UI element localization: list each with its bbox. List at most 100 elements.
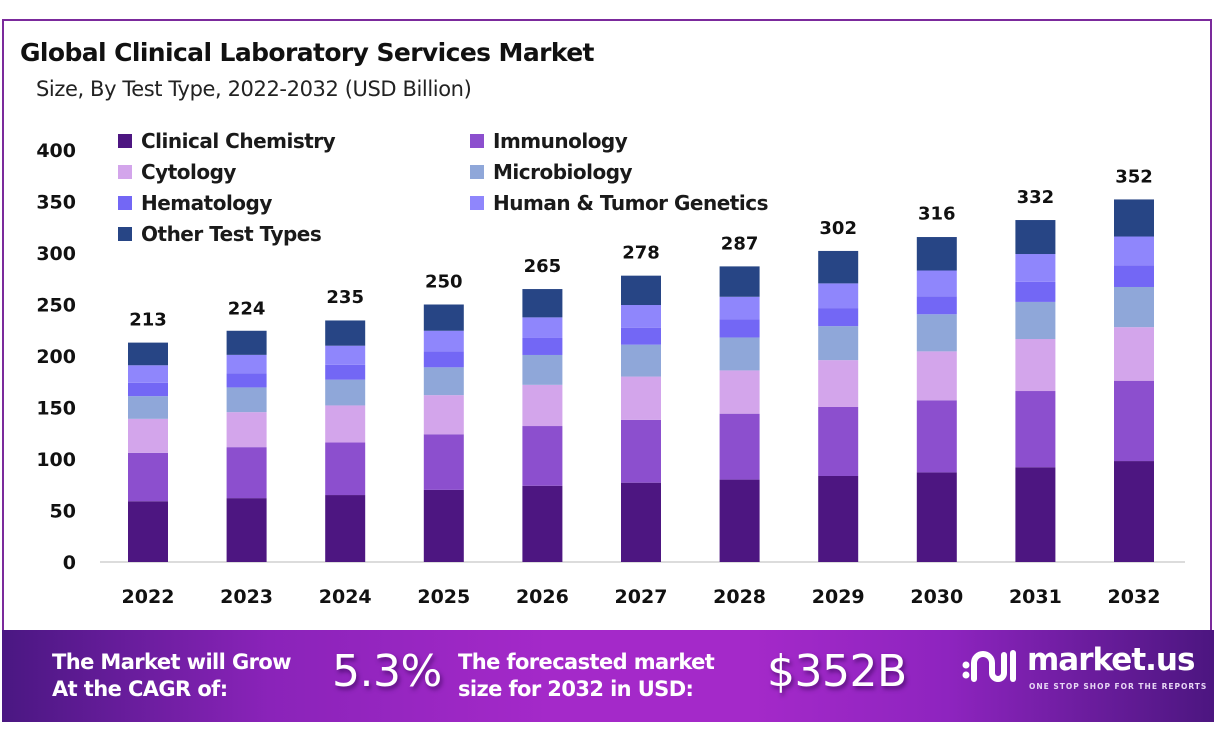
legend-swatch	[118, 133, 132, 148]
x-tick-label: 2028	[713, 586, 766, 608]
total-label: 265	[524, 256, 562, 277]
legend-label: Other Test Types	[141, 221, 322, 246]
bar-segment-clinical-chemistry	[916, 472, 957, 562]
bar-segment-human-tumor-genetics	[719, 296, 760, 320]
bar-segment-hematology	[818, 308, 859, 327]
bar-stack-2028	[719, 266, 760, 562]
total-label: 213	[129, 310, 167, 331]
legend-label: Immunology	[493, 128, 628, 153]
bar-segment-other-test-types	[818, 250, 859, 284]
x-tick-label: 2031	[1009, 586, 1062, 608]
y-tick-label: 400	[36, 140, 76, 162]
bar-segment-immunology	[818, 406, 859, 476]
bar-segment-immunology	[1114, 380, 1154, 462]
forecast-value: $352B	[767, 646, 907, 697]
bar-segment-human-tumor-genetics	[1114, 236, 1154, 266]
brand-tagline: ONE STOP SHOP FOR THE REPORTS	[1029, 682, 1208, 691]
bar-segment-human-tumor-genetics	[522, 317, 563, 338]
x-tick-label: 2026	[516, 586, 569, 608]
bar-segment-cytology	[916, 351, 957, 401]
bar-segment-other-test-types	[916, 237, 957, 271]
bar-segment-human-tumor-genetics	[621, 305, 661, 328]
bar-segment-clinical-chemistry	[621, 482, 661, 562]
bar-segment-hematology	[128, 382, 168, 397]
bar-segment-microbiology	[719, 337, 760, 371]
cagr-value: 5.3%	[332, 646, 442, 697]
legend-swatch	[470, 195, 484, 210]
bar-segment-clinical-chemistry	[522, 485, 563, 562]
bar-segment-microbiology	[1114, 286, 1154, 328]
legend-item-human-tumor-genetics: Human & Tumor Genetics	[470, 190, 800, 215]
legend-label: Cytology	[141, 159, 236, 184]
cagr-label-line2: At the CAGR of:	[52, 677, 228, 701]
bar-segment-human-tumor-genetics	[1015, 254, 1056, 282]
bar-segment-clinical-chemistry	[423, 489, 464, 562]
bar-segment-immunology	[522, 426, 563, 486]
bar-stack-2026	[522, 289, 563, 562]
bar-stack-2030	[916, 237, 957, 562]
bar-segment-microbiology	[423, 367, 464, 396]
bar-segment-hematology	[522, 337, 563, 355]
bar-segment-clinical-chemistry	[818, 475, 859, 562]
bar-segment-hematology	[916, 296, 957, 315]
legend-label: Hematology	[141, 190, 272, 215]
bar-segment-clinical-chemistry	[226, 498, 267, 562]
bar-segment-microbiology	[1015, 301, 1056, 340]
legend-item-clinical-chemistry: Clinical Chemistry	[118, 128, 470, 153]
bar-segment-other-test-types	[719, 266, 760, 297]
chart-title: Global Clinical Laboratory Services Mark…	[20, 38, 595, 67]
bar-segment-hematology	[423, 351, 464, 368]
brand-name: market.us	[1027, 642, 1195, 678]
bar-segment-hematology	[719, 319, 760, 338]
bar-segment-cytology	[325, 405, 366, 443]
bar-segment-cytology	[818, 360, 859, 407]
bar-segment-clinical-chemistry	[128, 501, 168, 562]
bar-segment-immunology	[621, 419, 661, 483]
legend-label: Clinical Chemistry	[141, 128, 336, 153]
total-label: 278	[622, 243, 660, 264]
bar-segment-other-test-types	[128, 342, 168, 366]
total-label: 316	[918, 204, 956, 225]
bar-segment-human-tumor-genetics	[818, 283, 859, 309]
cagr-label-line1: The Market will Grow	[52, 650, 292, 674]
bar-segment-immunology	[423, 434, 464, 490]
legend-swatch	[470, 133, 484, 148]
x-tick-label: 2022	[122, 586, 175, 608]
bar-stack-2027	[621, 275, 661, 562]
y-tick-label: 0	[63, 552, 76, 574]
bar-stack-2023	[226, 330, 267, 562]
bar-stack-2022	[128, 342, 168, 562]
bar-stack-2032	[1114, 199, 1154, 562]
bar-segment-cytology	[226, 412, 267, 448]
legend-label: Human & Tumor Genetics	[493, 190, 768, 215]
bar-segment-clinical-chemistry	[325, 495, 366, 562]
bar-segment-other-test-types	[621, 275, 661, 306]
bar-segment-hematology	[226, 373, 267, 388]
y-tick-label: 350	[36, 192, 76, 214]
bar-segment-microbiology	[325, 379, 366, 406]
total-label: 332	[1017, 187, 1055, 208]
legend-item-other-test-types: Other Test Types	[118, 221, 470, 246]
footer-banner: The Market will Grow At the CAGR of: 5.3…	[2, 630, 1214, 722]
total-label: 250	[425, 272, 463, 293]
legend-swatch	[118, 226, 132, 241]
total-label: 235	[326, 287, 364, 308]
bar-segment-immunology	[719, 413, 760, 480]
bar-segment-other-test-types	[1015, 220, 1056, 255]
x-axis: 2022 2023 2024 2025 2026 2027 2028 2029 2030 2031…	[122, 586, 1161, 608]
bar-segment-immunology	[916, 400, 957, 473]
x-tick-label: 2027	[615, 586, 668, 608]
total-label: 302	[819, 218, 857, 239]
bar-segment-hematology	[621, 327, 661, 345]
bar-segment-other-test-types	[1114, 199, 1154, 237]
legend-item-cytology: Cytology	[118, 159, 470, 184]
bar-stack-2024	[325, 320, 366, 562]
bar-segment-microbiology	[128, 396, 168, 419]
bar-segment-human-tumor-genetics	[128, 365, 168, 383]
bar-segment-immunology	[128, 452, 168, 502]
x-tick-label: 2023	[220, 586, 273, 608]
bar-segment-immunology	[1015, 391, 1056, 468]
y-tick-label: 200	[36, 346, 76, 368]
legend-item-immunology: Immunology	[470, 128, 800, 153]
bar-segment-microbiology	[916, 314, 957, 352]
